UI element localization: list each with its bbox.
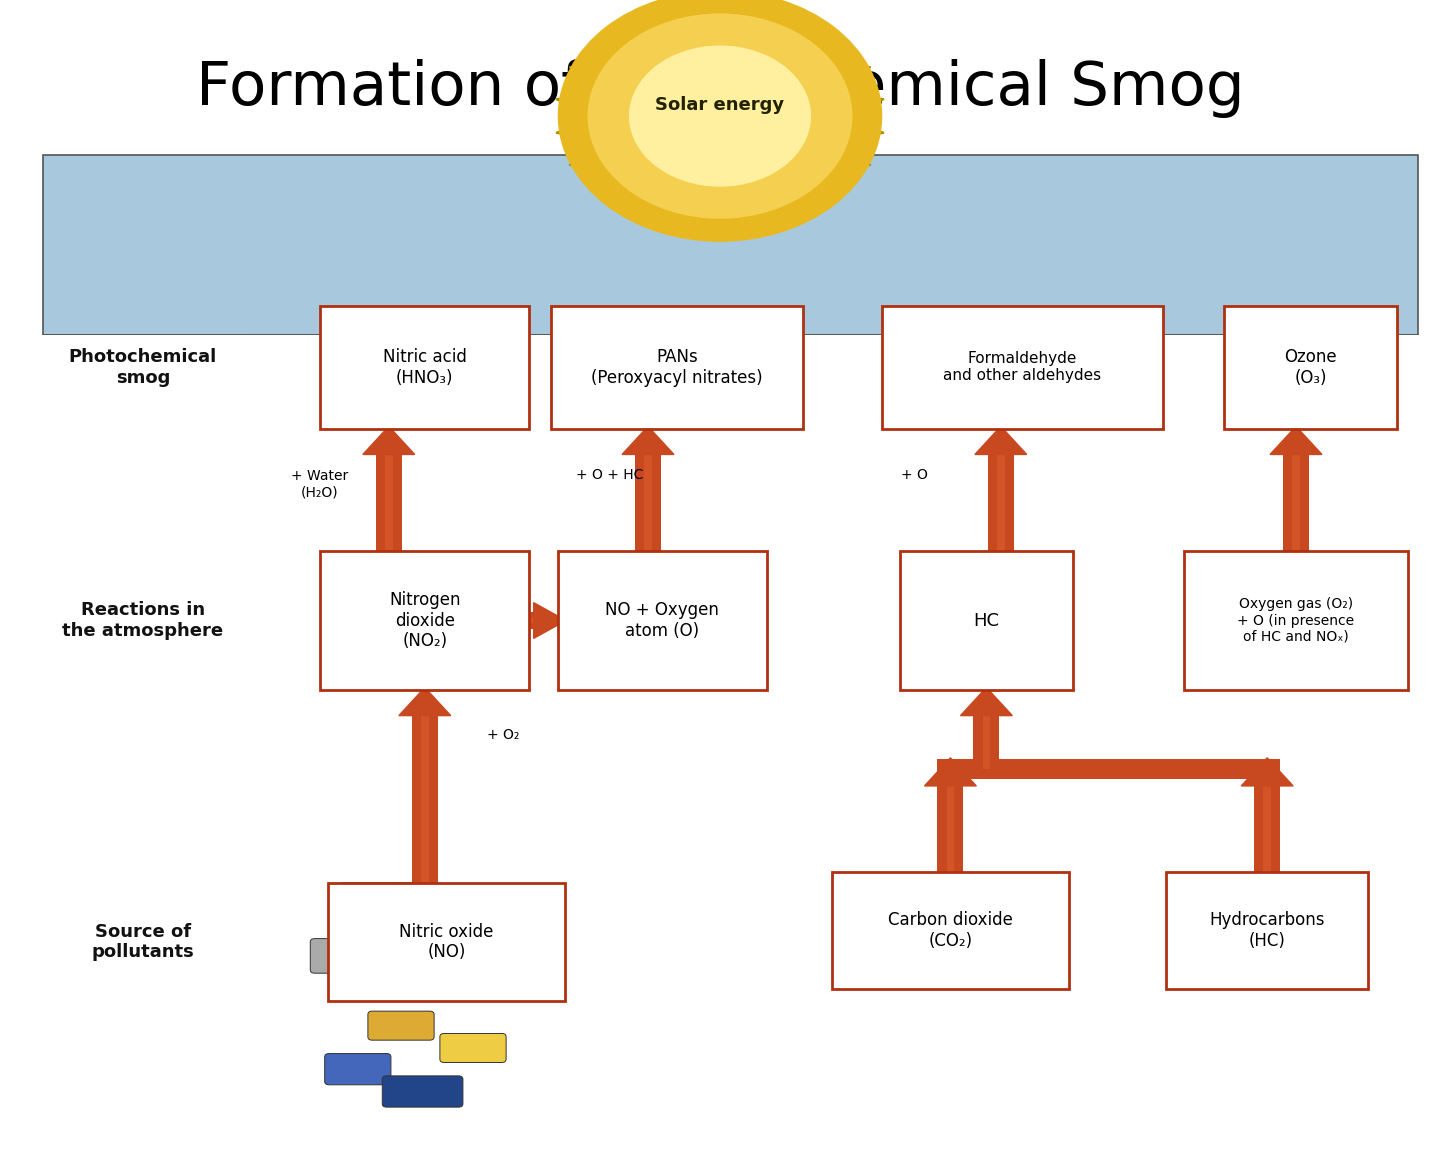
FancyBboxPatch shape bbox=[43, 553, 1418, 810]
Polygon shape bbox=[1241, 758, 1293, 786]
Text: NO + Oxygen
atom (O): NO + Oxygen atom (O) bbox=[605, 601, 720, 640]
FancyBboxPatch shape bbox=[982, 715, 991, 769]
Circle shape bbox=[588, 14, 852, 219]
FancyBboxPatch shape bbox=[327, 883, 564, 1001]
Text: + O: + O bbox=[901, 469, 927, 482]
Polygon shape bbox=[975, 426, 1027, 455]
Text: Solar energy: Solar energy bbox=[655, 96, 785, 114]
Text: Ozone
(O₃): Ozone (O₃) bbox=[1284, 347, 1336, 387]
FancyBboxPatch shape bbox=[43, 155, 1418, 335]
Text: + Water
(H₂O): + Water (H₂O) bbox=[291, 470, 348, 500]
FancyBboxPatch shape bbox=[439, 1034, 505, 1063]
Text: Hydrocarbons
(HC): Hydrocarbons (HC) bbox=[1210, 912, 1325, 950]
FancyBboxPatch shape bbox=[242, 810, 1418, 1126]
Text: HC: HC bbox=[973, 612, 999, 630]
FancyBboxPatch shape bbox=[1185, 550, 1408, 690]
FancyBboxPatch shape bbox=[1263, 786, 1272, 877]
Circle shape bbox=[629, 45, 811, 187]
FancyBboxPatch shape bbox=[338, 883, 419, 917]
FancyBboxPatch shape bbox=[1283, 455, 1309, 554]
Circle shape bbox=[557, 0, 883, 242]
Ellipse shape bbox=[821, 733, 1253, 911]
Text: Oxygen gas (O₂)
+ O (in presence
of HC and NOₓ): Oxygen gas (O₂) + O (in presence of HC a… bbox=[1237, 598, 1355, 644]
FancyBboxPatch shape bbox=[0, 335, 1440, 1154]
FancyBboxPatch shape bbox=[527, 617, 534, 623]
FancyBboxPatch shape bbox=[43, 810, 242, 1126]
Polygon shape bbox=[960, 688, 1012, 715]
Polygon shape bbox=[399, 688, 451, 715]
FancyBboxPatch shape bbox=[1254, 786, 1280, 877]
FancyBboxPatch shape bbox=[1292, 455, 1300, 554]
Polygon shape bbox=[1332, 959, 1361, 1048]
FancyBboxPatch shape bbox=[937, 786, 963, 877]
FancyBboxPatch shape bbox=[43, 335, 1418, 553]
Polygon shape bbox=[924, 758, 976, 786]
FancyBboxPatch shape bbox=[320, 306, 530, 428]
Text: Reactions in
the atmosphere: Reactions in the atmosphere bbox=[62, 601, 223, 640]
Polygon shape bbox=[242, 810, 645, 1126]
FancyBboxPatch shape bbox=[635, 455, 661, 554]
FancyBboxPatch shape bbox=[900, 550, 1073, 690]
Text: Photochemical
smog: Photochemical smog bbox=[69, 347, 217, 387]
Ellipse shape bbox=[1087, 760, 1440, 894]
Polygon shape bbox=[1270, 426, 1322, 455]
Text: Nitric oxide
(NO): Nitric oxide (NO) bbox=[399, 922, 494, 961]
FancyBboxPatch shape bbox=[367, 1011, 433, 1040]
Polygon shape bbox=[857, 947, 1022, 1032]
FancyBboxPatch shape bbox=[1166, 872, 1368, 989]
FancyBboxPatch shape bbox=[988, 455, 1014, 554]
FancyBboxPatch shape bbox=[644, 455, 652, 554]
FancyBboxPatch shape bbox=[973, 715, 999, 769]
FancyBboxPatch shape bbox=[946, 786, 955, 877]
FancyBboxPatch shape bbox=[412, 715, 438, 889]
FancyBboxPatch shape bbox=[832, 872, 1068, 989]
Polygon shape bbox=[556, 0, 884, 234]
FancyBboxPatch shape bbox=[384, 455, 393, 554]
Text: Nitrogen
dioxide
(NO₂): Nitrogen dioxide (NO₂) bbox=[389, 591, 461, 651]
FancyBboxPatch shape bbox=[310, 938, 390, 973]
FancyBboxPatch shape bbox=[43, 553, 242, 810]
Text: Carbon dioxide
(CO₂): Carbon dioxide (CO₂) bbox=[888, 912, 1012, 950]
Text: Source of
pollutants: Source of pollutants bbox=[92, 922, 194, 961]
FancyBboxPatch shape bbox=[420, 715, 429, 889]
FancyBboxPatch shape bbox=[376, 455, 402, 554]
FancyBboxPatch shape bbox=[550, 306, 804, 428]
Polygon shape bbox=[864, 829, 1397, 1126]
FancyBboxPatch shape bbox=[1224, 306, 1397, 428]
FancyBboxPatch shape bbox=[410, 965, 477, 996]
Polygon shape bbox=[1181, 981, 1332, 1048]
Text: + O + HC: + O + HC bbox=[576, 469, 644, 482]
FancyBboxPatch shape bbox=[881, 306, 1162, 428]
FancyBboxPatch shape bbox=[43, 335, 242, 553]
FancyBboxPatch shape bbox=[43, 810, 1418, 1126]
Text: Formaldehyde
and other aldehydes: Formaldehyde and other aldehydes bbox=[943, 351, 1102, 383]
Text: Formation of Photochemical Smog: Formation of Photochemical Smog bbox=[196, 59, 1244, 118]
FancyBboxPatch shape bbox=[324, 1054, 390, 1085]
Polygon shape bbox=[363, 426, 415, 455]
FancyBboxPatch shape bbox=[527, 612, 534, 629]
FancyBboxPatch shape bbox=[824, 844, 835, 911]
Polygon shape bbox=[1181, 959, 1361, 981]
Polygon shape bbox=[534, 602, 566, 638]
FancyBboxPatch shape bbox=[842, 844, 854, 911]
Polygon shape bbox=[857, 920, 1058, 947]
FancyBboxPatch shape bbox=[559, 550, 766, 690]
Polygon shape bbox=[622, 426, 674, 455]
FancyBboxPatch shape bbox=[320, 550, 530, 690]
Text: + O₂: + O₂ bbox=[487, 728, 518, 742]
Polygon shape bbox=[1022, 920, 1058, 1032]
Text: Nitric acid
(HNO₃): Nitric acid (HNO₃) bbox=[383, 347, 467, 387]
Text: PANs
(Peroxyacyl nitrates): PANs (Peroxyacyl nitrates) bbox=[590, 347, 763, 387]
FancyBboxPatch shape bbox=[996, 455, 1005, 554]
Polygon shape bbox=[857, 1032, 1058, 1059]
FancyBboxPatch shape bbox=[382, 1076, 462, 1107]
FancyBboxPatch shape bbox=[937, 759, 1280, 779]
